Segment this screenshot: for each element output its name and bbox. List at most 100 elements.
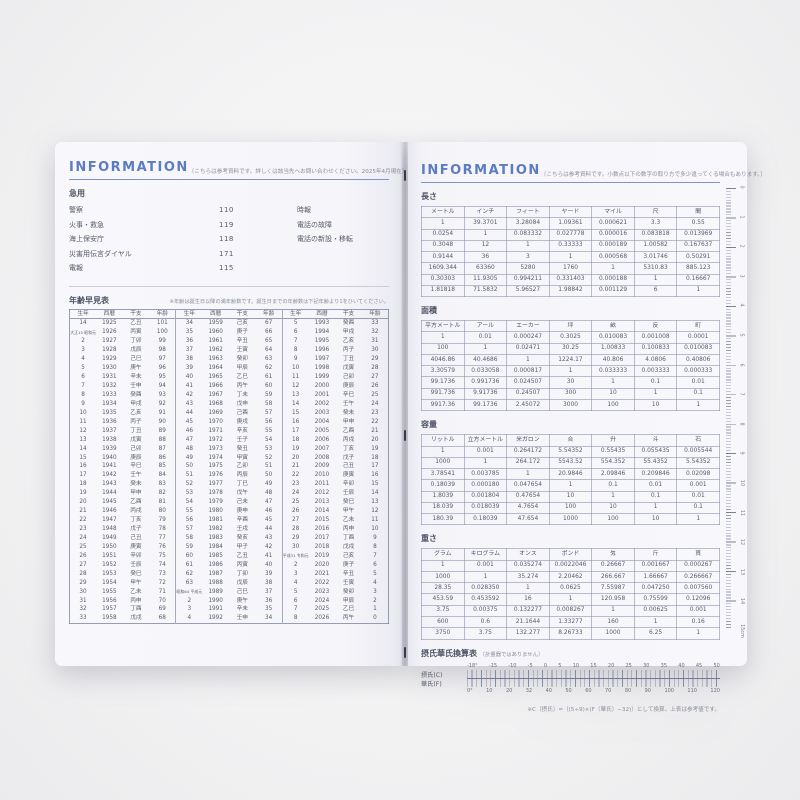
table-cell: 16 (292, 418, 300, 425)
table-cell: 1 (676, 513, 720, 526)
table-cell: 991.736 (421, 387, 465, 400)
column-header: ポンド (548, 548, 593, 561)
table-cell: 48 (255, 489, 283, 499)
table-cell: 23 (79, 526, 87, 533)
table-cell: 1982 (208, 526, 223, 533)
table-cell: 29 (292, 534, 300, 541)
table-cell: 52 (255, 453, 283, 463)
table-row: 1 39.3701 3.28084 1.09361 0.000621 3.3 0.55 (421, 217, 720, 230)
table-cell: 55.4352 (633, 456, 678, 470)
table-cell: 0.005544 (676, 445, 720, 458)
table-cell: 2021 (314, 570, 330, 577)
emergency-number: 171 (219, 249, 234, 258)
table-cell: 辛未 (236, 606, 248, 613)
table-cell: 丁卯 (236, 570, 248, 577)
table-cell: 壬申 (130, 383, 142, 390)
table-cell: 3.75 (463, 627, 508, 640)
temperature-scale: -18° -15 -10 -5 0 5 10 15 20 25 30 35 40 45 50 摂氏(C) 華… (421, 663, 720, 695)
table-cell: 1.8039 (421, 490, 465, 503)
table-cell: 1990 (208, 597, 223, 604)
table-cell: 41 (255, 551, 283, 561)
table-cell: 1999 (314, 374, 330, 381)
table-cell: 54 (255, 435, 283, 445)
table-cell: 58 (255, 399, 283, 409)
table-cell: 1224.17 (548, 353, 593, 367)
table-cell: 1 (676, 398, 720, 412)
table-cell: 2.20462 (548, 570, 593, 584)
table-row: 0.30303 11.9305 0.994211 0.331403 0.000188 1 0… (421, 273, 720, 286)
table-cell: 戊子 (342, 454, 355, 461)
table-cell: 1935 (102, 409, 117, 416)
table-cell: 56 (255, 417, 283, 427)
table-cell: 8 (293, 347, 298, 354)
column-header: 貫 (676, 548, 720, 561)
ruler-number: 11 (738, 509, 745, 516)
page-title: INFORMATION (69, 160, 189, 175)
table-cell: 1959 (208, 320, 223, 327)
table-cell: 己未 (236, 499, 248, 506)
table-cell: 45 (185, 418, 193, 425)
table-cell: 0.083818 (633, 228, 678, 241)
table-cell: 0.1 (633, 376, 678, 389)
table-cell: 40 (185, 374, 193, 381)
table-cell: 辛巳 (342, 391, 355, 398)
table-cell: 5.96527 (506, 284, 550, 298)
table-cell: 丁亥 (342, 445, 355, 452)
table-cell: 3 (373, 588, 377, 595)
table-cell: 1939 (102, 445, 117, 452)
table-cell: 160 (591, 615, 635, 629)
column-header: 干支 (236, 310, 248, 317)
table-cell: 1931 (102, 374, 117, 381)
ruler-number: 9 (738, 451, 745, 455)
table-cell: 1.00582 (633, 239, 678, 253)
table-cell: 辛巳 (130, 463, 142, 470)
table-cell: 5.54352 (676, 456, 720, 470)
table-cell: 辛未 (130, 374, 142, 381)
table-cell: 丁巳 (236, 481, 248, 488)
table-cell: 4 (293, 579, 298, 586)
table-cell: 91 (149, 408, 177, 418)
table-cell: 0.083332 (506, 228, 550, 241)
table-cell: 1.09361 (548, 217, 593, 230)
column-header: 年齢 (369, 310, 381, 317)
table-cell: 1969 (208, 409, 223, 416)
table-cell: 甲午 (130, 579, 142, 586)
table-cell: 乙亥 (342, 338, 355, 345)
table-cell: 1 (463, 342, 508, 355)
table-cell: 79 (149, 516, 177, 525)
table-cell: 平成31 令和元 (282, 553, 309, 559)
table-cell: 180.39 (421, 513, 465, 526)
ruler-number: 14 (738, 598, 745, 605)
ruler-number: 0 (738, 185, 745, 189)
table-cell: 85 (149, 462, 177, 472)
table-cell: 1927 (102, 338, 117, 345)
table-cell: 乙未 (130, 588, 142, 595)
table-cell: 9 (293, 356, 298, 363)
table-cell: 28 (371, 365, 379, 372)
table-row: 21 1946 丙戌 80 55 1980 庚申 46 26 2014 甲午 12 (70, 507, 389, 517)
table-cell: 2007 (314, 445, 330, 452)
table-cell: 22 (79, 517, 87, 524)
table-cell: 1968 (208, 400, 223, 407)
table-cell: 0.000016 (591, 228, 635, 241)
table-row: 6 1931 辛未 95 40 1965 乙巳 61 11 1999 己卯 27 (70, 373, 389, 382)
column-header: 間 (676, 205, 720, 219)
table-cell: 0.0625 (548, 582, 593, 595)
table-row: 26 1951 辛卯 75 60 1985 乙丑 41 平成31 令和元 2019 己亥 7 (70, 551, 389, 561)
table-cell: 41 (185, 383, 193, 390)
table-cell: 0.47654 (506, 490, 550, 503)
table-cell: 1760 (548, 262, 593, 275)
ruler-number: 4 (738, 303, 745, 307)
table-cell: 0.1 (676, 501, 720, 515)
table-cell: 0.16667 (676, 273, 720, 286)
table-cell: 1 (591, 604, 635, 617)
table-cell: 1965 (208, 374, 223, 381)
table-cell: 3.01746 (633, 251, 678, 264)
emergency-number: 119 (219, 220, 234, 229)
table-cell: 1609.344 (421, 262, 465, 275)
table-cell: 27 (79, 561, 87, 568)
table-cell: 0.209846 (633, 468, 678, 481)
table-cell: 9917.36 (421, 398, 465, 412)
table-cell: 5 (373, 570, 377, 577)
table-cell: 10 (79, 409, 87, 416)
